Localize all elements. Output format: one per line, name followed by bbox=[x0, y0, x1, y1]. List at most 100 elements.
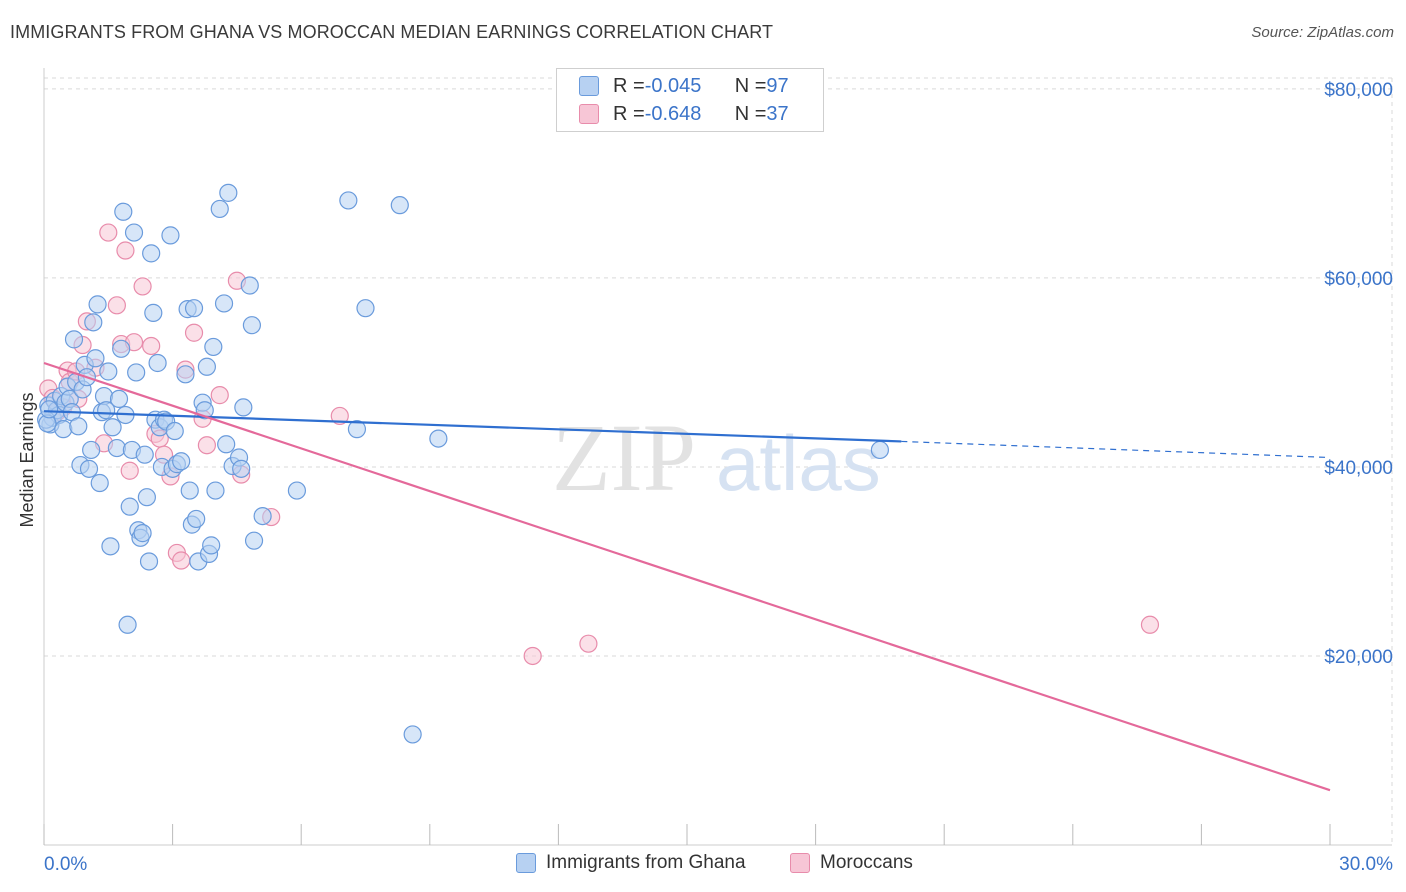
legend: R = -0.045 N = 97 R = -0.648 N = 37 bbox=[556, 68, 824, 132]
y-tick-label: $60,000 bbox=[1324, 269, 1393, 290]
y-tick-label: $40,000 bbox=[1324, 458, 1393, 479]
x-tick-label-min: 0.0% bbox=[44, 854, 87, 875]
ghana-point bbox=[79, 459, 99, 478]
ghana-point bbox=[144, 303, 163, 322]
moroccans-point bbox=[197, 436, 216, 455]
ghana-point bbox=[242, 316, 262, 335]
ghana-point bbox=[120, 497, 139, 516]
ghana-point bbox=[139, 552, 159, 571]
ghana-point bbox=[403, 725, 422, 744]
ghana-point bbox=[244, 531, 264, 550]
moroccans-point bbox=[1140, 615, 1160, 634]
y-axis-label: Median Earnings bbox=[17, 392, 37, 527]
ghana-point bbox=[86, 349, 105, 368]
source-label: Source: bbox=[1251, 24, 1308, 41]
ghana-point bbox=[114, 202, 133, 221]
ghana-point bbox=[390, 196, 409, 215]
source-value[interactable]: ZipAtlas.com bbox=[1307, 24, 1394, 41]
ghana-point bbox=[118, 615, 137, 634]
ghana-points bbox=[37, 183, 890, 744]
y-tick-label: $20,000 bbox=[1324, 647, 1393, 668]
bottom-legend-swatch-ghana bbox=[516, 853, 536, 873]
legend-r-label: R = bbox=[613, 102, 645, 125]
watermark-zip: ZIP bbox=[552, 404, 696, 511]
ghana-point bbox=[210, 199, 229, 219]
moroccans-point bbox=[133, 277, 152, 296]
ghana-point bbox=[429, 429, 448, 448]
ghana-point bbox=[101, 537, 120, 556]
moroccans-point bbox=[330, 406, 349, 426]
ghana-point bbox=[204, 337, 223, 357]
legend-n-label: N = bbox=[734, 102, 767, 125]
ghana-point bbox=[165, 421, 184, 441]
trend-lines bbox=[43, 361, 1331, 792]
moroccans-point bbox=[120, 461, 139, 480]
y-tick-label: $80,000 bbox=[1324, 80, 1393, 101]
bottom-legend-label-moroccans: Moroccans bbox=[820, 852, 913, 873]
watermark: ZIP atlas bbox=[552, 404, 881, 511]
moroccans-point bbox=[116, 241, 135, 260]
moroccans-point bbox=[142, 336, 161, 356]
ghana-point bbox=[161, 226, 180, 245]
ghana-point bbox=[870, 440, 890, 460]
ghana-point bbox=[206, 481, 225, 500]
legend-r-value: -0.045 bbox=[644, 74, 702, 97]
legend-n-value: 37 bbox=[766, 102, 789, 125]
ghana-point bbox=[99, 362, 118, 381]
ghana-point bbox=[240, 276, 259, 295]
chart-title: IMMIGRANTS FROM GHANA VS MOROCCAN MEDIAN… bbox=[10, 22, 774, 42]
moroccans-point bbox=[184, 323, 204, 342]
ghana-point bbox=[64, 330, 84, 349]
ghana-point bbox=[133, 524, 152, 543]
ghana-point bbox=[180, 481, 199, 500]
ghana-point bbox=[347, 420, 367, 439]
moroccans-point bbox=[523, 646, 542, 666]
bottom-legend-label-ghana: Immigrants from Ghana bbox=[546, 852, 746, 873]
ghana-point bbox=[172, 452, 191, 471]
legend-swatch-moroccans bbox=[579, 104, 599, 124]
legend-swatch-ghana bbox=[579, 76, 599, 96]
tick-labels: $80,000 $60,000 $40,000 $20,000 0.0% 30.0% bbox=[44, 80, 1393, 875]
legend-r-label: R = bbox=[613, 74, 645, 97]
ghana-point bbox=[217, 435, 236, 454]
ghana-point bbox=[184, 299, 204, 318]
ghana-point bbox=[88, 295, 107, 314]
ghana-point bbox=[40, 400, 59, 419]
ghana-point bbox=[124, 223, 144, 242]
legend-n-value: 97 bbox=[766, 74, 789, 97]
ghana-point bbox=[135, 445, 154, 464]
ghana-point bbox=[142, 244, 161, 263]
ghana-trend-line bbox=[43, 410, 902, 443]
ghana-point bbox=[127, 363, 146, 382]
ghana-point bbox=[339, 191, 358, 210]
bottom-legend-moroccans[interactable]: Moroccans bbox=[790, 852, 913, 874]
ghana-point bbox=[109, 389, 129, 409]
ghana-point bbox=[187, 509, 206, 529]
ghana-point bbox=[176, 365, 195, 384]
axes bbox=[43, 68, 1392, 846]
moroccans-trend-line bbox=[43, 361, 1331, 792]
ghana-point bbox=[232, 459, 251, 478]
legend-r-value: -0.648 bbox=[644, 102, 702, 125]
legend-row-moroccans: R = -0.648 N = 37 bbox=[579, 101, 789, 127]
ghana-point bbox=[197, 357, 216, 376]
ghana-point bbox=[82, 440, 101, 460]
ghana-point bbox=[219, 183, 238, 202]
ghana-point bbox=[54, 420, 73, 439]
ghana-point bbox=[356, 299, 375, 318]
ghana-trend-extension bbox=[901, 440, 1331, 459]
ghana-point bbox=[107, 438, 126, 458]
ghana-point bbox=[148, 353, 167, 373]
watermark-atlas: atlas bbox=[716, 419, 881, 507]
ghana-point bbox=[90, 473, 109, 493]
bottom-legend-ghana[interactable]: Immigrants from Ghana bbox=[516, 852, 746, 874]
moroccans-point bbox=[99, 223, 118, 242]
ghana-point bbox=[202, 536, 221, 555]
ghana-point bbox=[84, 313, 103, 332]
moroccans-point bbox=[579, 634, 598, 653]
ghana-point bbox=[69, 417, 88, 436]
ghana-point bbox=[112, 339, 131, 358]
moroccans-point bbox=[172, 551, 191, 570]
ghana-point bbox=[137, 488, 156, 507]
